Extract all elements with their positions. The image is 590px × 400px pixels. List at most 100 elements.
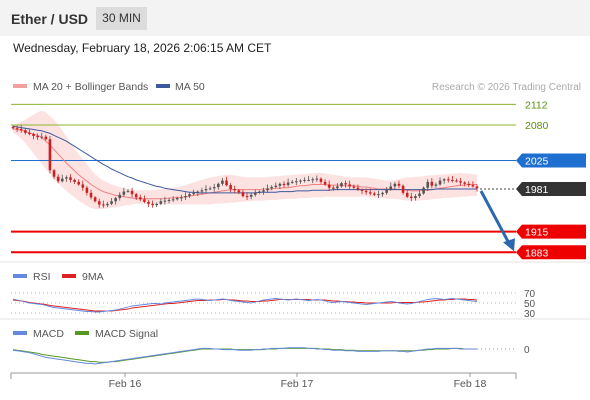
legend-swatch-macd-signal <box>75 331 89 335</box>
candle-body <box>102 204 105 206</box>
candle-body <box>159 201 163 204</box>
level-label-2025: 2025 <box>525 156 549 168</box>
candle-body <box>331 187 335 189</box>
candle-body <box>274 185 278 188</box>
candle-body <box>451 179 454 181</box>
candle-body <box>147 201 150 204</box>
candle-body <box>385 189 388 193</box>
candle-body <box>188 194 191 197</box>
x-tick-label: Feb 18 <box>454 378 487 390</box>
candle-body <box>401 185 405 193</box>
candle-body <box>340 183 343 187</box>
level-label-2112: 2112 <box>525 99 548 111</box>
candle-body <box>286 182 290 186</box>
candle-body <box>397 183 401 186</box>
candle-body <box>122 191 126 195</box>
candle-body <box>442 179 446 181</box>
candle-body <box>237 190 241 193</box>
legend-swatch-ma50 <box>156 84 170 88</box>
candle-body <box>171 199 175 201</box>
level-label-1981: 1981 <box>525 184 549 196</box>
candle-body <box>364 190 368 193</box>
legend-swatch-macd <box>13 331 27 335</box>
candle-body <box>24 130 27 133</box>
watermark: Research © 2026 Trading Central <box>432 82 581 93</box>
macd-panel: 0 <box>12 345 530 365</box>
candle-body <box>200 190 204 192</box>
candle-body <box>143 199 146 202</box>
candle-body <box>225 180 228 186</box>
instrument-title: Ether / USD <box>11 11 89 27</box>
candle-body <box>106 203 109 206</box>
candle-body <box>463 182 466 184</box>
candle-body <box>311 179 315 181</box>
candle-body <box>204 188 208 191</box>
x-tick-label: Feb 16 <box>109 378 142 390</box>
candle-body <box>410 196 413 199</box>
candle-body <box>208 188 212 190</box>
candle-body <box>467 183 471 186</box>
forecast-arrow-head <box>503 238 515 252</box>
candle-body <box>56 176 60 182</box>
candle-body <box>48 139 52 171</box>
rsi-legend: RSI 9MA <box>13 271 104 283</box>
legend-ma20-label: MA 20 + Bollinger Bands <box>33 81 148 93</box>
candle-body <box>32 134 35 136</box>
rsi-tick-50: 50 <box>524 299 536 310</box>
candle-body <box>459 181 462 183</box>
candle-body <box>151 203 154 206</box>
candle-body <box>319 178 323 182</box>
legend-9ma-label: 9MA <box>82 271 104 283</box>
candle-body <box>438 180 442 185</box>
macd-legend: MACD MACD Signal <box>13 328 158 340</box>
ma50-line <box>12 125 477 194</box>
candle-body <box>344 183 347 185</box>
candle-body <box>307 179 310 181</box>
candle-body <box>471 185 475 187</box>
candle-body <box>126 190 130 192</box>
candle-body <box>184 196 187 198</box>
legend-macd-signal-label: MACD Signal <box>95 328 158 340</box>
x-tick-label: Feb 17 <box>281 378 314 390</box>
level-tag-1915 <box>516 224 586 239</box>
candle-body <box>118 194 122 199</box>
time-axis: Feb 16 Feb 17 Feb 18 <box>10 372 517 390</box>
candle-body <box>229 185 232 189</box>
candle-body <box>327 184 331 188</box>
timeframe-button[interactable]: 30 MIN <box>96 7 147 30</box>
candle-body <box>258 191 261 193</box>
candle-body <box>138 197 142 200</box>
macd-signal-line <box>12 347 477 363</box>
candle-body <box>434 184 438 186</box>
datetime-label: Wednesday, February 18, 2026 2:06:15 AM … <box>13 41 272 55</box>
candle-body <box>377 194 380 196</box>
candle-body <box>422 187 425 194</box>
macd-tick-0: 0 <box>524 345 530 356</box>
rsi-tick-70: 70 <box>524 289 536 300</box>
candle-body <box>475 186 479 189</box>
candle-body <box>69 177 72 180</box>
candle-body <box>40 136 44 138</box>
candle-body <box>73 179 76 182</box>
header-bar: Ether / USD 30 MIN <box>0 0 590 36</box>
candle-body <box>303 179 306 181</box>
candle-body <box>290 181 294 183</box>
candle-body <box>221 180 224 184</box>
candle-body <box>278 183 282 186</box>
legend-macd-label: MACD <box>33 328 64 340</box>
candle-body <box>36 136 39 138</box>
forecast-arrow-line <box>479 190 511 245</box>
candle-body <box>155 203 159 206</box>
candle-body <box>85 187 89 193</box>
rsi-line <box>12 298 478 313</box>
candle-body <box>44 136 48 140</box>
candle-body <box>381 192 384 195</box>
candle-body <box>180 197 183 199</box>
candle-body <box>270 187 273 189</box>
candle-body <box>418 193 421 197</box>
candle-body <box>77 181 80 185</box>
candle-body <box>295 181 298 183</box>
rsi-ma-line <box>12 298 478 312</box>
candle-body <box>97 201 101 205</box>
candle-body <box>426 181 430 188</box>
